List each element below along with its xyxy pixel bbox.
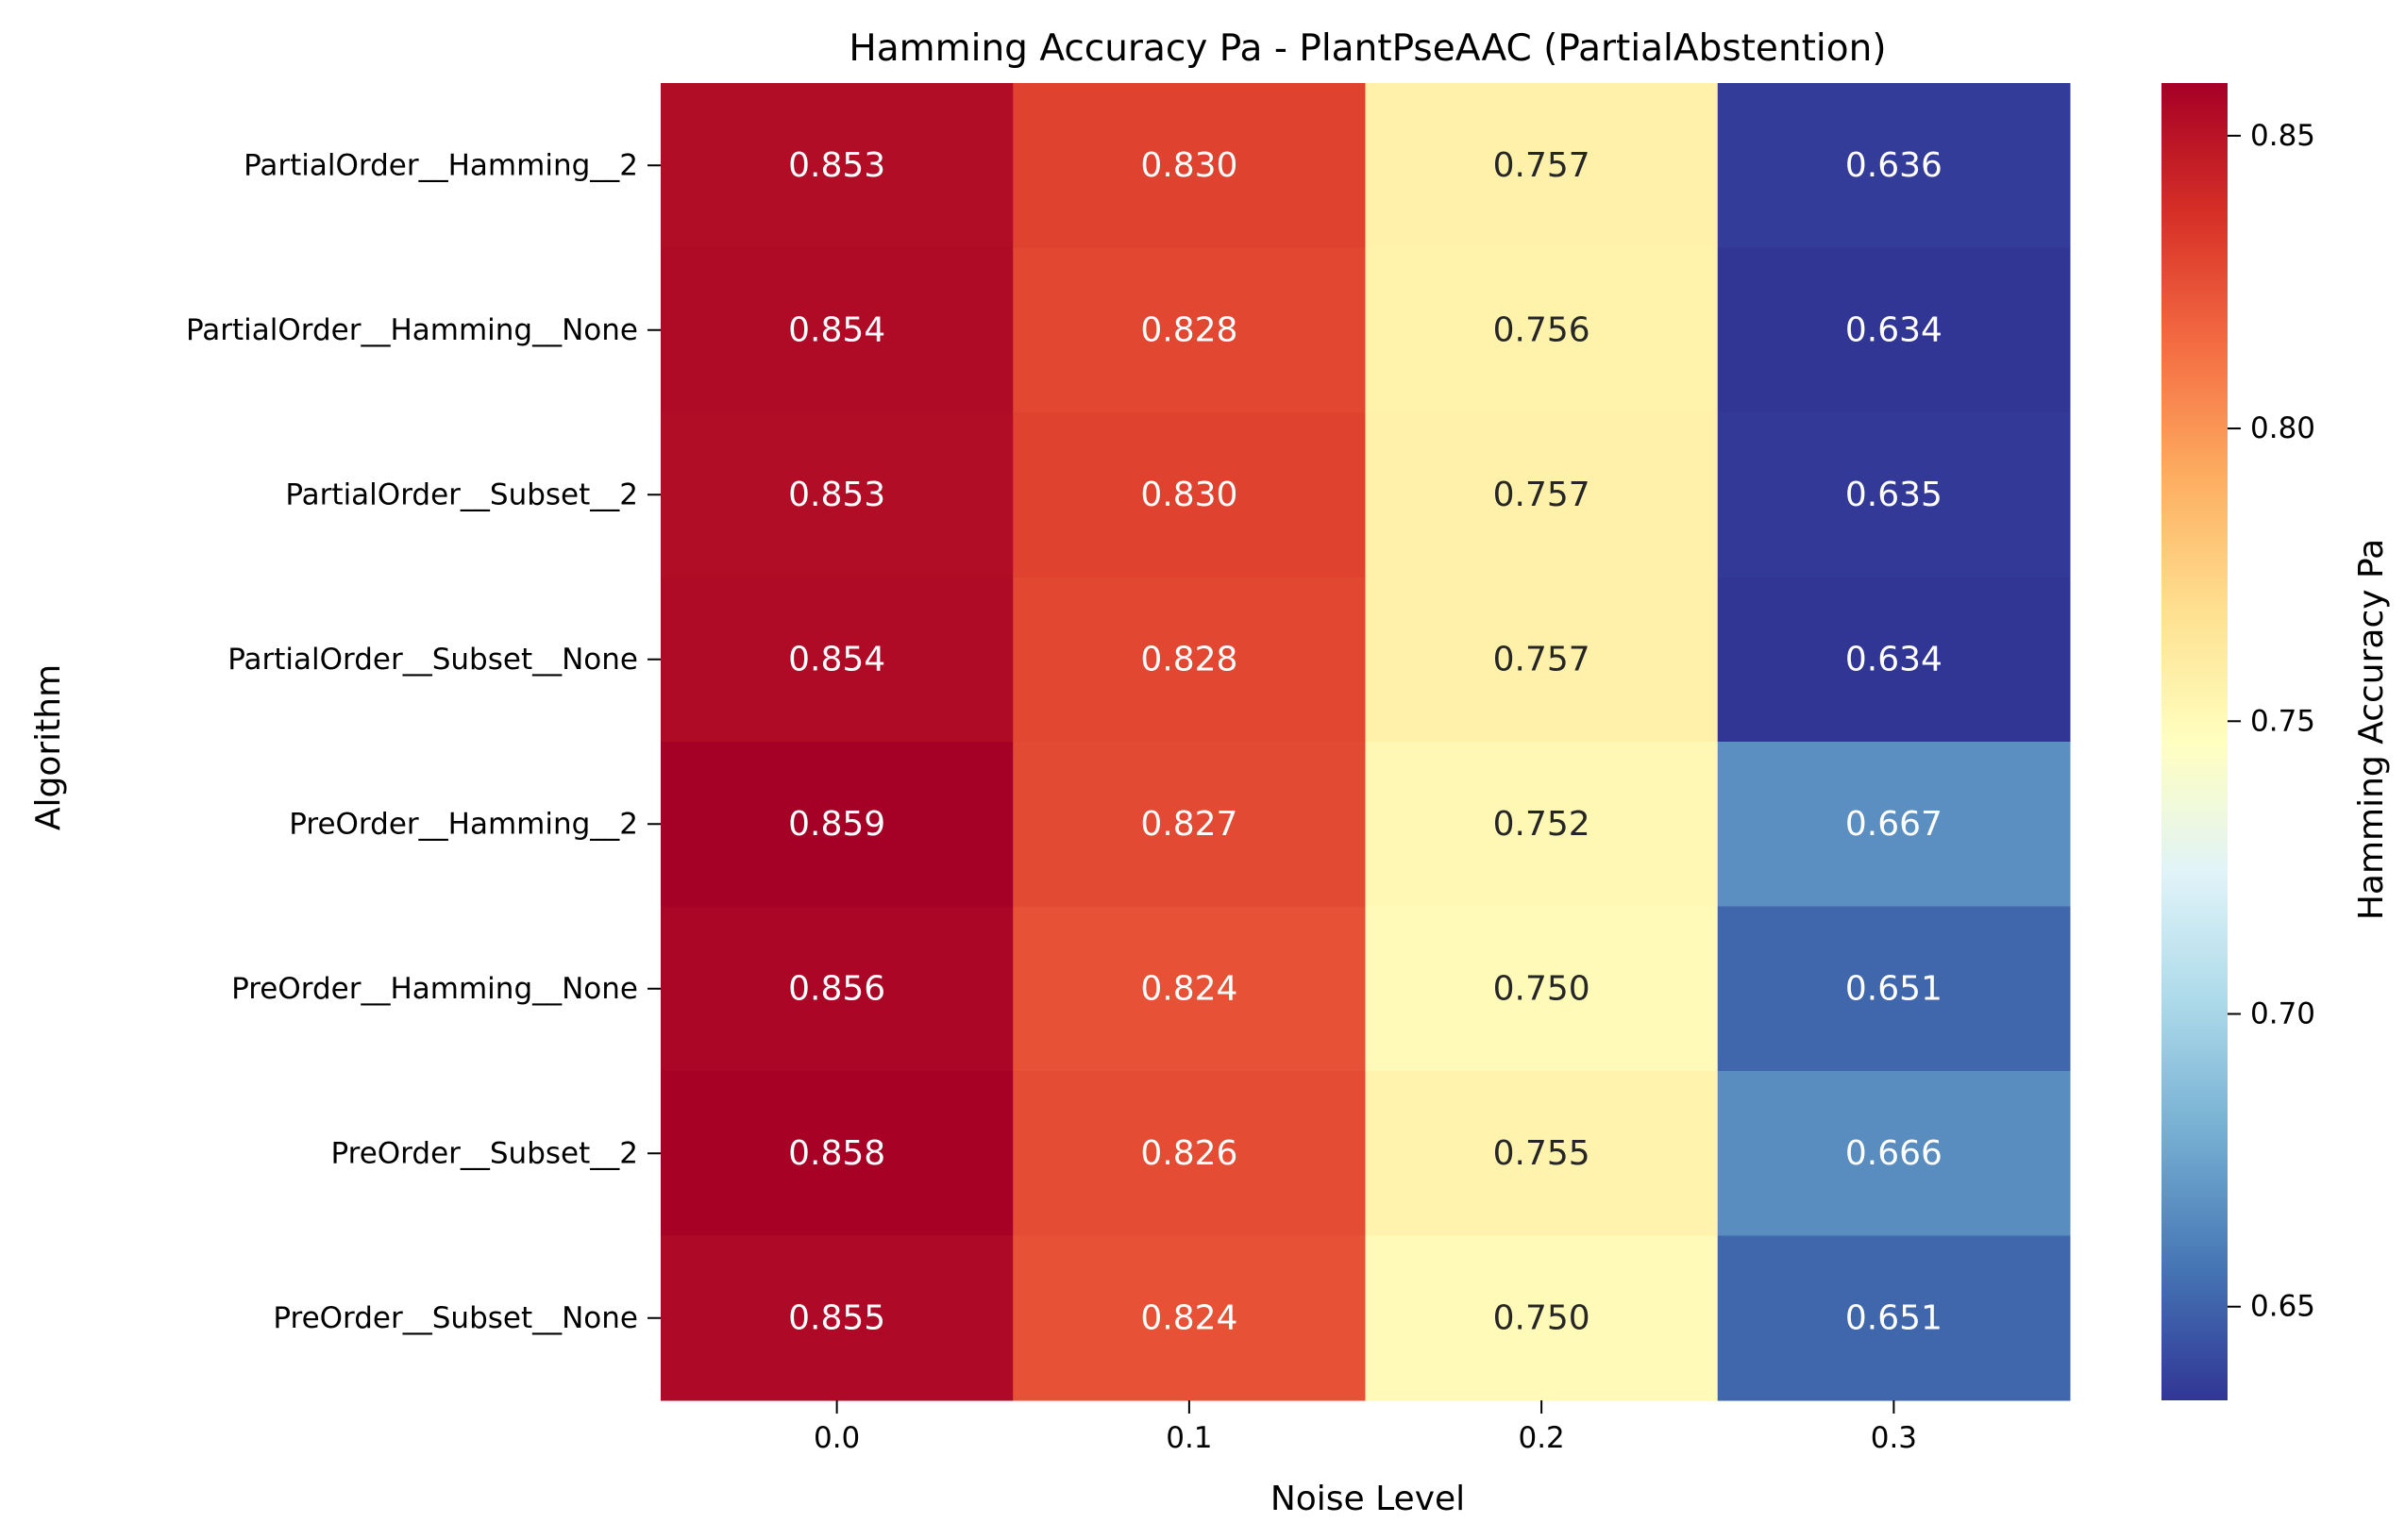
heatmap-cell <box>1013 906 1366 1072</box>
cell-value-label: 0.859 <box>788 805 885 844</box>
heatmap-cell <box>1365 412 1719 578</box>
heatmap-cell <box>1717 412 2071 578</box>
heatmap-cell <box>1013 412 1366 578</box>
cell-value-label: 0.635 <box>1845 476 1942 514</box>
y-axis-label: Algorithm <box>29 664 68 830</box>
x-tick-label: 0.2 <box>1518 1421 1564 1455</box>
heatmap-cell <box>661 577 1014 743</box>
y-tick-label: PreOrder__Hamming__None <box>231 972 638 1006</box>
colorbar-tick-label: 0.70 <box>2250 997 2315 1031</box>
cell-value-label: 0.750 <box>1493 1298 1590 1337</box>
heatmap-cell <box>1717 247 2071 413</box>
cell-value-label: 0.830 <box>1140 476 1237 514</box>
cell-value-label: 0.755 <box>1493 1134 1590 1173</box>
heatmap-cell <box>1717 742 2071 907</box>
y-tick-label: PreOrder__Hamming__2 <box>289 807 638 841</box>
cell-value-label: 0.824 <box>1140 969 1237 1008</box>
chart-title: Hamming Accuracy Pa - PlantPseAAC (Parti… <box>849 27 1886 70</box>
heatmap-cell <box>1717 906 2071 1072</box>
x-axis-label: Noise Level <box>1270 1480 1465 1518</box>
colorbar-tick-label: 0.75 <box>2250 704 2315 738</box>
heatmap-cell <box>1717 1235 2071 1401</box>
heatmap-cell <box>1717 577 2071 743</box>
y-tick-label: PartialOrder__Hamming__None <box>186 313 638 347</box>
heatmap-cell <box>1365 1071 1719 1236</box>
cell-value-label: 0.854 <box>788 640 885 678</box>
x-tick-label: 0.1 <box>1166 1421 1212 1455</box>
cell-value-label: 0.827 <box>1140 805 1237 844</box>
heatmap-cell <box>1013 742 1366 907</box>
cell-value-label: 0.752 <box>1493 805 1590 844</box>
heatmap-cell <box>1365 906 1719 1072</box>
cell-value-label: 0.853 <box>788 146 885 185</box>
cell-value-label: 0.636 <box>1845 146 1942 185</box>
cell-value-label: 0.855 <box>788 1298 885 1337</box>
y-tick-label: PartialOrder__Subset__None <box>227 643 638 677</box>
heatmap-cell <box>1013 577 1366 743</box>
cell-value-label: 0.856 <box>788 969 885 1008</box>
colorbar: 0.65 0.70 0.75 0.80 0.85 <box>2161 83 2315 1400</box>
heatmap-cell <box>661 247 1014 413</box>
heatmap-cell <box>1013 83 1366 248</box>
colorbar-label: Hamming Accuracy Pa <box>2352 539 2391 920</box>
colorbar-tick-label: 0.65 <box>2250 1290 2315 1324</box>
heatmap-cell <box>661 83 1014 248</box>
heatmap-cell <box>661 1235 1014 1401</box>
cell-value-label: 0.757 <box>1493 640 1590 678</box>
cell-value-label: 0.756 <box>1493 310 1590 349</box>
cell-value-label: 0.634 <box>1845 640 1942 678</box>
colorbar-tick-label: 0.80 <box>2250 411 2315 445</box>
y-tick-label: PartialOrder__Subset__2 <box>285 477 638 511</box>
cell-value-label: 0.651 <box>1845 969 1942 1008</box>
x-tick-label: 0.3 <box>1871 1421 1917 1455</box>
cell-value-label: 0.824 <box>1140 1298 1237 1337</box>
heatmap-cell <box>1013 1071 1366 1236</box>
heatmap-cell <box>1365 577 1719 743</box>
cell-value-label: 0.826 <box>1140 1134 1237 1173</box>
heatmap-cell <box>661 1071 1014 1236</box>
heatmap-cell <box>661 742 1014 907</box>
cell-value-label: 0.853 <box>788 476 885 514</box>
heatmap-cell <box>1013 247 1366 413</box>
cell-value-label: 0.854 <box>788 310 885 349</box>
heatmap-cell <box>1365 1235 1719 1401</box>
cell-value-label: 0.858 <box>788 1134 885 1173</box>
y-tick-label: PreOrder__Subset__2 <box>331 1136 639 1170</box>
colorbar-tick-label: 0.85 <box>2250 119 2315 153</box>
cell-value-label: 0.750 <box>1493 969 1590 1008</box>
heatmap-cell <box>1013 1235 1366 1401</box>
heatmap-cell <box>1365 83 1719 248</box>
heatmap-cell <box>1365 742 1719 907</box>
y-axis-ticks: PartialOrder__Hamming__2 PartialOrder__Ha… <box>186 148 661 1335</box>
heatmap-cell <box>661 906 1014 1072</box>
x-tick-label: 0.0 <box>814 1421 860 1455</box>
cell-value-label: 0.667 <box>1845 805 1942 844</box>
colorbar-gradient <box>2161 83 2228 1400</box>
cell-value-label: 0.828 <box>1140 640 1237 678</box>
cell-value-label: 0.830 <box>1140 146 1237 185</box>
y-tick-label: PreOrder__Subset__None <box>273 1301 638 1335</box>
y-tick-label: PartialOrder__Hamming__2 <box>244 148 638 182</box>
heatmap-cell-labels: 0.853 0.830 0.757 0.636 0.854 0.828 0.756 0.634… <box>788 146 1942 1338</box>
cell-value-label: 0.757 <box>1493 146 1590 185</box>
cell-value-label: 0.651 <box>1845 1298 1942 1337</box>
cell-value-label: 0.634 <box>1845 310 1942 349</box>
cell-value-label: 0.757 <box>1493 476 1590 514</box>
heatmap-cell <box>1365 247 1719 413</box>
heatmap-cells <box>661 83 2071 1401</box>
cell-value-label: 0.828 <box>1140 310 1237 349</box>
cell-value-label: 0.666 <box>1845 1134 1942 1173</box>
heatmap-cell <box>661 412 1014 578</box>
x-axis-ticks: 0.0 0.1 0.2 0.3 <box>814 1400 1917 1455</box>
heatmap-cell <box>1717 83 2071 248</box>
heatmap-cell <box>1717 1071 2071 1236</box>
